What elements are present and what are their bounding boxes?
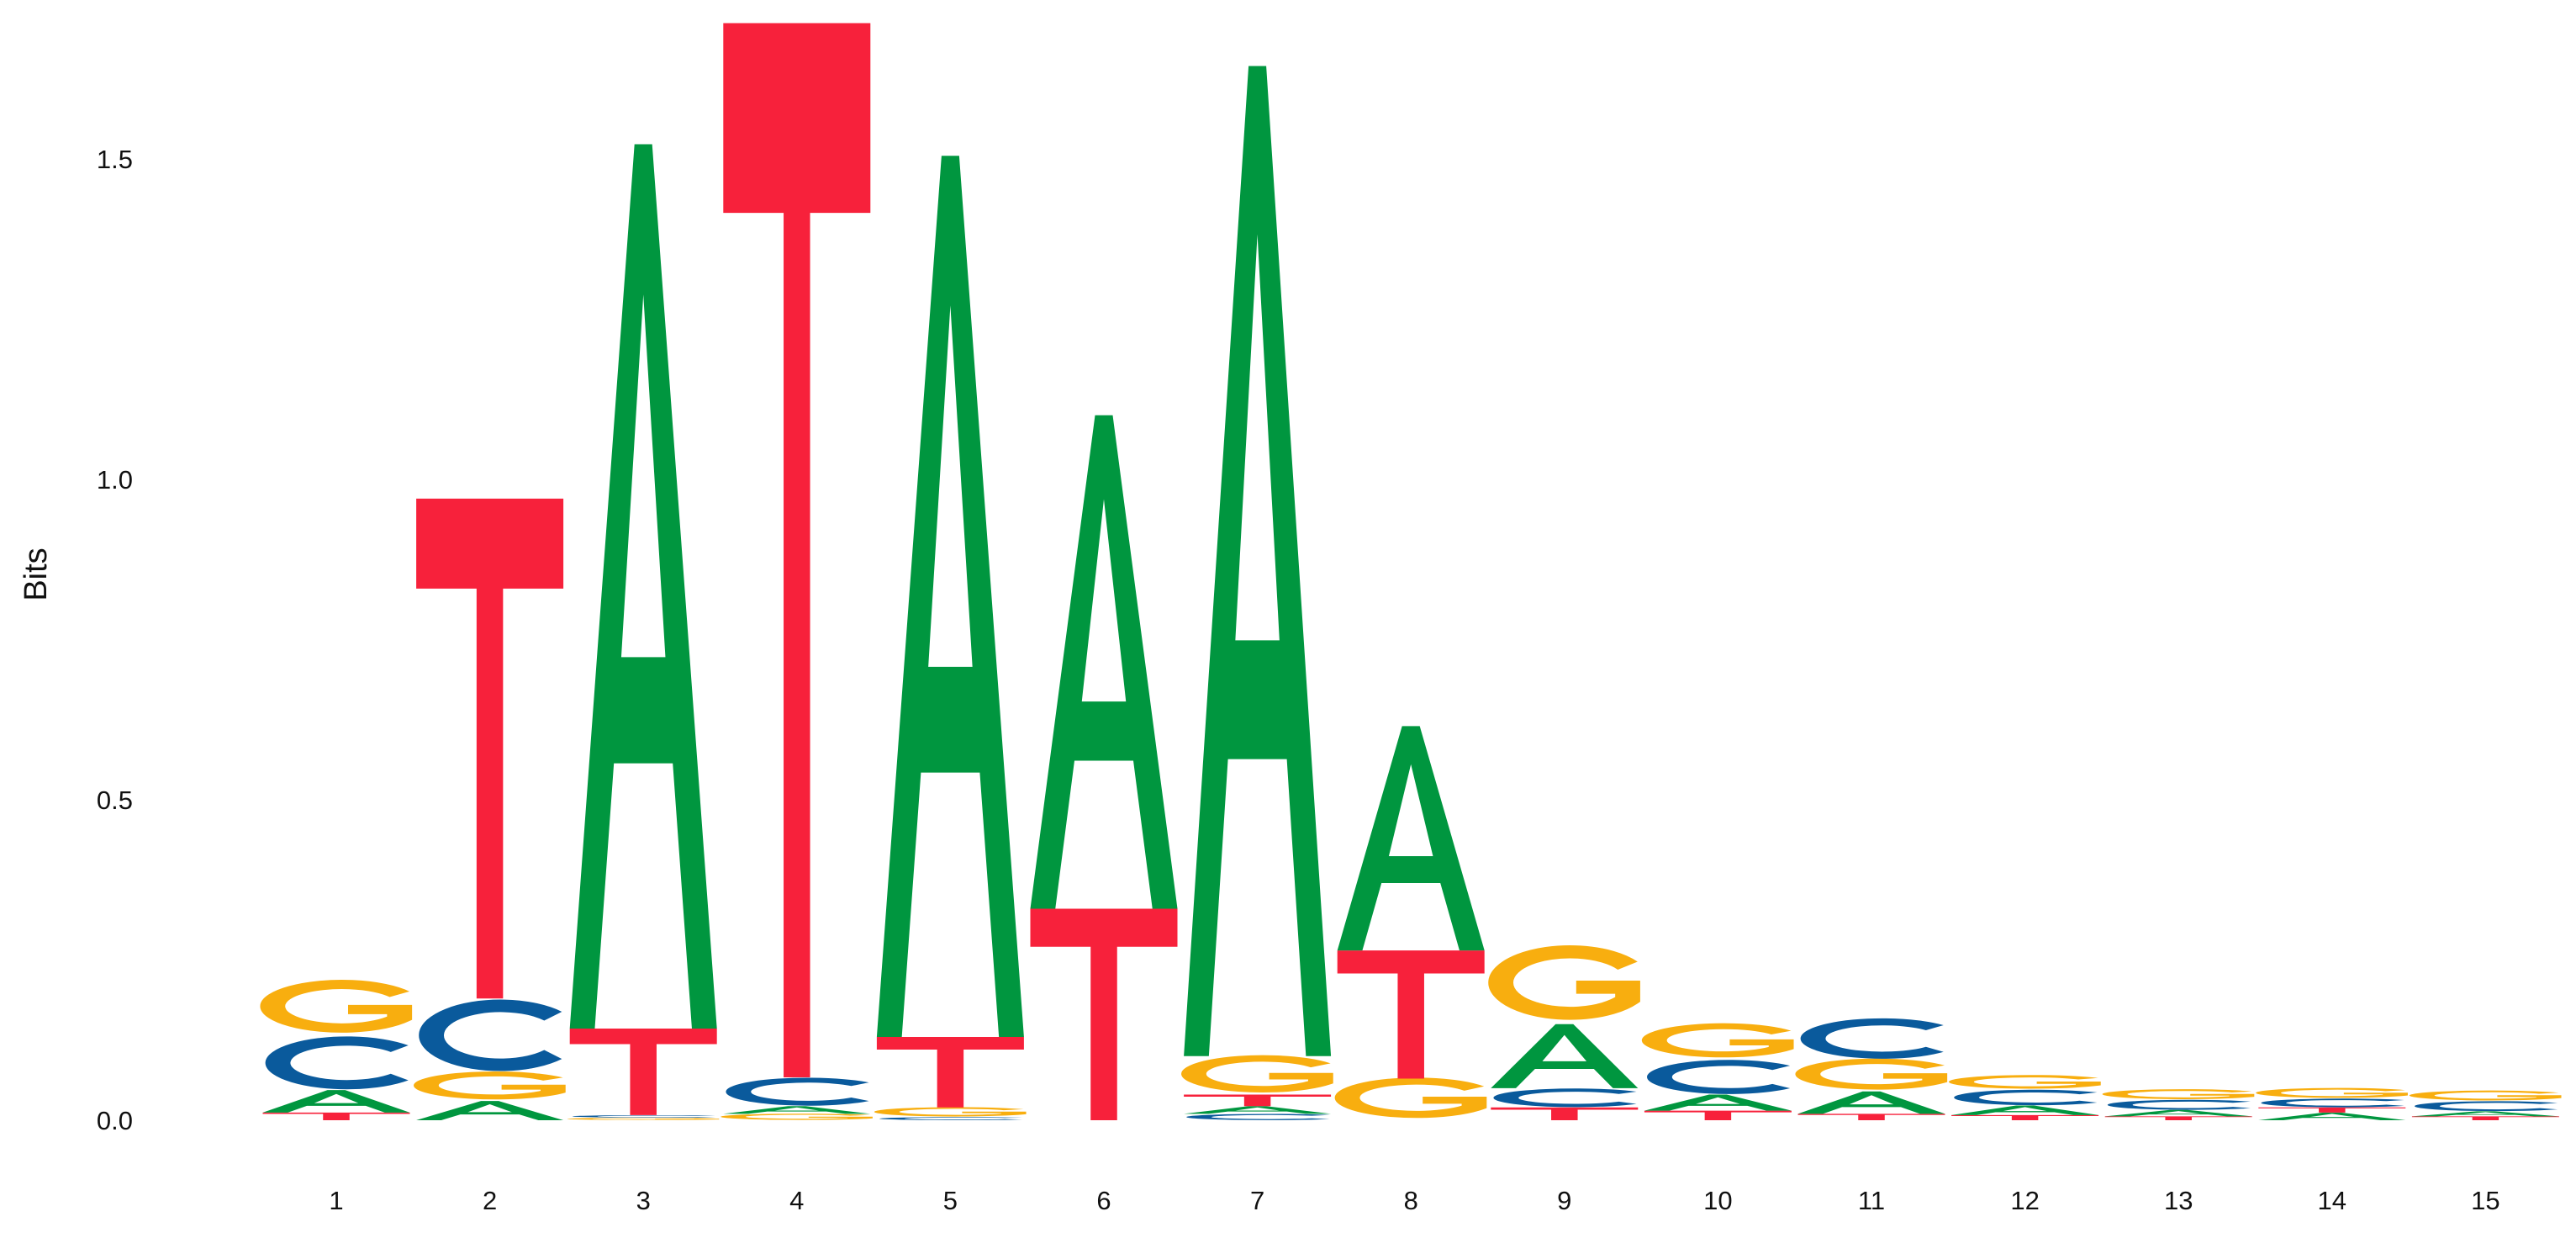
x-tick-label: 8 — [1404, 1186, 1418, 1215]
letter-G-pos-15 — [2422, 1092, 2549, 1100]
x-tick-label: 14 — [2318, 1186, 2346, 1215]
x-tick-label: 6 — [1096, 1186, 1111, 1215]
x-tick-label: 9 — [1557, 1186, 1571, 1215]
letter-C-pos-4 — [738, 1080, 860, 1103]
letter-A-pos-3 — [569, 144, 717, 1029]
x-tick-label: 1 — [329, 1186, 343, 1215]
letter-C-pos-2 — [431, 1006, 553, 1065]
y-tick-label: 0.0 — [97, 1106, 133, 1135]
letter-C-pos-5 — [892, 1118, 1014, 1120]
letter-G-pos-2 — [426, 1074, 553, 1097]
letter-T-pos-6 — [1030, 908, 1178, 1120]
logo-column-13 — [2105, 1090, 2252, 1120]
x-tick-label: 13 — [2164, 1186, 2193, 1215]
logo-column-3 — [570, 144, 717, 1119]
letter-A-pos-11 — [1797, 1091, 1945, 1114]
letter-C-pos-11 — [1813, 1022, 1935, 1055]
y-tick-label: 1.0 — [97, 465, 133, 495]
x-tick-label: 3 — [636, 1186, 651, 1215]
letter-A-pos-15 — [2411, 1111, 2559, 1117]
letter-G-pos-9 — [1501, 952, 1628, 1013]
logo-column-6 — [1030, 415, 1178, 1120]
letter-A-pos-7 — [1184, 66, 1332, 1056]
x-tick-label: 15 — [2471, 1186, 2499, 1215]
logo-column-2 — [416, 498, 564, 1120]
letter-C-pos-14 — [2273, 1099, 2395, 1107]
x-tick-label: 7 — [1250, 1186, 1264, 1215]
logo-column-9 — [1491, 952, 1638, 1120]
letter-G-pos-5 — [887, 1108, 1014, 1115]
letter-G-pos-12 — [1961, 1076, 2088, 1087]
letter-A-pos-1 — [262, 1090, 410, 1113]
logo-column-4 — [723, 23, 870, 1119]
letter-T-pos-3 — [569, 1029, 717, 1115]
letter-T-pos-14 — [2258, 1107, 2406, 1113]
x-axis: 1 2 3 4 5 6 7 8 9 10 11 12 13 14 15 — [329, 1186, 2499, 1215]
letter-G-pos-8 — [1348, 1081, 1475, 1114]
letter-A-pos-7 — [1184, 1106, 1332, 1114]
logo-column-10 — [1644, 1026, 1792, 1120]
letter-A-pos-10 — [1644, 1094, 1792, 1111]
y-axis: 0.0 0.5 1.0 1.5 — [97, 145, 133, 1135]
letter-C-pos-3 — [585, 1115, 707, 1117]
letter-T-pos-10 — [1644, 1110, 1792, 1120]
logo-column-11 — [1798, 1022, 1945, 1120]
logo-column-8 — [1338, 726, 1485, 1114]
letter-T-pos-5 — [876, 1036, 1024, 1108]
x-tick-label: 10 — [1703, 1186, 1732, 1215]
letter-T-pos-13 — [2104, 1116, 2252, 1120]
letter-T-pos-1 — [262, 1112, 410, 1120]
letter-T-pos-7 — [1184, 1094, 1332, 1107]
letter-A-pos-13 — [2104, 1109, 2252, 1117]
logo-column-1 — [263, 985, 410, 1120]
letter-T-pos-15 — [2411, 1116, 2559, 1120]
letter-T-pos-9 — [1491, 1107, 1639, 1120]
x-tick-label: 11 — [1858, 1186, 1885, 1215]
letter-C-pos-9 — [1506, 1090, 1628, 1105]
letter-C-pos-10 — [1660, 1063, 1782, 1092]
plot-area — [263, 23, 2559, 1120]
letter-G-pos-13 — [2115, 1090, 2242, 1098]
letter-A-pos-14 — [2258, 1112, 2406, 1120]
letter-A-pos-9 — [1491, 1024, 1639, 1088]
letter-T-pos-12 — [1951, 1114, 2099, 1120]
letter-A-pos-8 — [1337, 726, 1485, 951]
letter-G-pos-4 — [733, 1114, 860, 1119]
letter-T-pos-8 — [1337, 950, 1485, 1079]
logo-column-15 — [2412, 1092, 2559, 1120]
y-tick-label: 0.5 — [97, 786, 133, 815]
letter-G-pos-14 — [2268, 1089, 2395, 1098]
letter-A-pos-12 — [1951, 1105, 2099, 1115]
x-tick-label: 12 — [2010, 1186, 2039, 1215]
letter-G-pos-7 — [1194, 1059, 1321, 1090]
letter-A-pos-5 — [876, 156, 1024, 1037]
letter-T-pos-2 — [416, 498, 564, 999]
letter-C-pos-13 — [2120, 1101, 2242, 1109]
y-axis-label: Bits — [18, 548, 54, 600]
letter-G-pos-1 — [272, 985, 399, 1029]
letter-C-pos-15 — [2427, 1102, 2549, 1110]
logo-column-12 — [1951, 1076, 2098, 1120]
logo-column-5 — [877, 156, 1024, 1119]
x-tick-label: 5 — [943, 1186, 958, 1215]
logo-column-7 — [1184, 66, 1331, 1120]
letter-T-pos-11 — [1797, 1114, 1945, 1120]
letter-C-pos-12 — [1966, 1091, 2088, 1103]
letter-A-pos-6 — [1030, 415, 1178, 909]
letter-T-pos-4 — [723, 23, 871, 1077]
letter-G-pos-10 — [1655, 1026, 1782, 1055]
letter-A-pos-4 — [723, 1106, 871, 1114]
logo-column-14 — [2258, 1089, 2405, 1120]
letter-A-pos-2 — [416, 1101, 564, 1120]
letter-G-pos-11 — [1808, 1061, 1935, 1087]
letter-C-pos-1 — [277, 1041, 399, 1085]
letter-C-pos-7 — [1199, 1114, 1321, 1119]
y-tick-label: 1.5 — [97, 145, 133, 174]
x-tick-label: 2 — [483, 1186, 497, 1215]
x-tick-label: 4 — [789, 1186, 804, 1215]
letter-G-pos-3 — [580, 1118, 707, 1119]
